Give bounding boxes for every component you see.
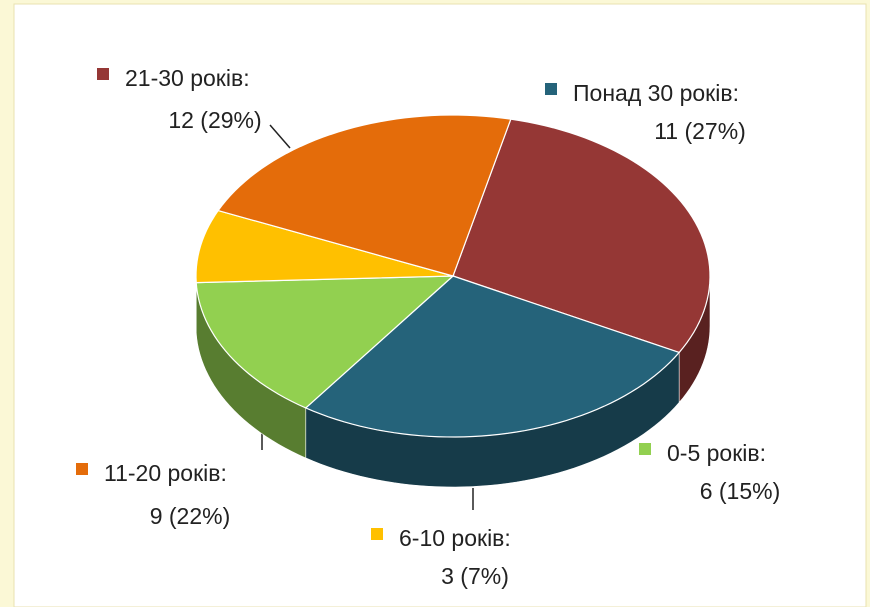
- slice: [304, 275, 681, 438]
- slice: [195, 275, 455, 409]
- legend-swatch: [76, 463, 88, 475]
- category-label: 21-30 років:: [125, 65, 250, 91]
- category-label: 11-20 років:: [104, 460, 227, 486]
- value-label: 11 (27%): [654, 118, 746, 144]
- value-label: 6 (15%): [700, 478, 781, 504]
- leader-line: [269, 124, 291, 149]
- legend-swatch: [639, 443, 651, 455]
- legend-swatch: [97, 68, 109, 80]
- value-label: 12 (29%): [168, 107, 261, 133]
- value-label: 3 (7%): [441, 563, 509, 589]
- category-label: Понад 30 років:: [573, 80, 739, 106]
- legend-swatch: [545, 83, 557, 95]
- category-label: 0-5 років:: [667, 440, 766, 466]
- legend-swatch: [371, 528, 383, 540]
- slice: [217, 114, 512, 277]
- value-label: 9 (22%): [150, 503, 231, 529]
- slice: [452, 118, 711, 354]
- slice: [195, 209, 454, 284]
- category-label: 6-10 років:: [399, 525, 511, 551]
